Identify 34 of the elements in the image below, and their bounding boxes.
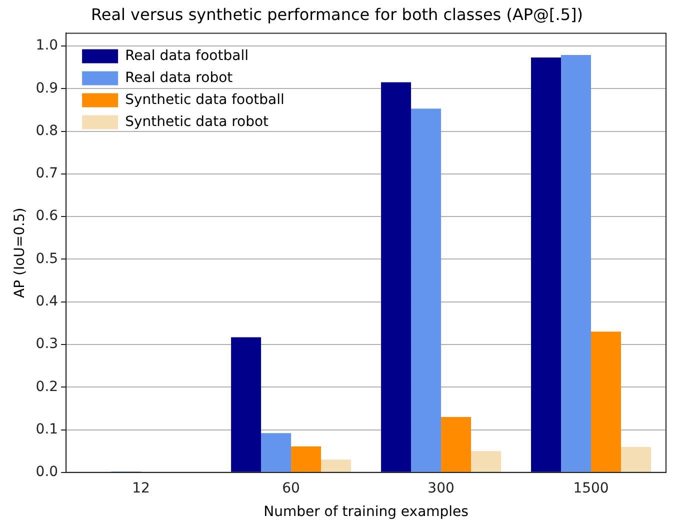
- y-tick-label: 0.7: [36, 166, 58, 182]
- bar: [561, 54, 592, 472]
- bar: [291, 446, 322, 472]
- bar: [411, 108, 442, 472]
- y-tick-label: 0.3: [36, 336, 58, 352]
- bar: [621, 446, 651, 472]
- y-tick-label: 0.4: [36, 293, 58, 310]
- bar: [381, 82, 412, 472]
- x-tick-label: 300: [428, 480, 454, 496]
- bar: [261, 433, 292, 472]
- y-axis-title: AP (IoU=0.5): [12, 208, 28, 298]
- y-tick-label: 0.6: [36, 208, 58, 224]
- y-tick-label: 0.2: [36, 378, 58, 395]
- legend-label: Synthetic data robot: [125, 114, 270, 130]
- legend-label: Synthetic data football: [125, 92, 284, 108]
- x-tick-label: 12: [132, 480, 150, 496]
- bar: [321, 460, 352, 472]
- bar: [471, 451, 502, 472]
- x-axis-title: Number of training examples: [264, 504, 468, 520]
- chart-title: Real versus synthetic performance for both classes (AP@[.5]): [90, 4, 584, 24]
- legend-label: Real data football: [125, 48, 248, 64]
- y-tick-label: 0.9: [36, 80, 58, 96]
- y-tick-label: 0.1: [36, 421, 58, 438]
- y-tick-label: 0.0: [36, 464, 58, 480]
- bar: [231, 337, 262, 472]
- legend-label: Real data robot: [125, 70, 234, 86]
- bar: [531, 58, 562, 472]
- x-tick-label: 1500: [573, 480, 609, 496]
- y-tick-label: 0.5: [36, 250, 58, 267]
- y-tick-label: 1.0: [36, 38, 58, 54]
- x-tick-label: 60: [282, 480, 300, 496]
- bar: [591, 332, 622, 472]
- bar: [441, 416, 472, 472]
- y-tick-label: 0.8: [36, 122, 58, 139]
